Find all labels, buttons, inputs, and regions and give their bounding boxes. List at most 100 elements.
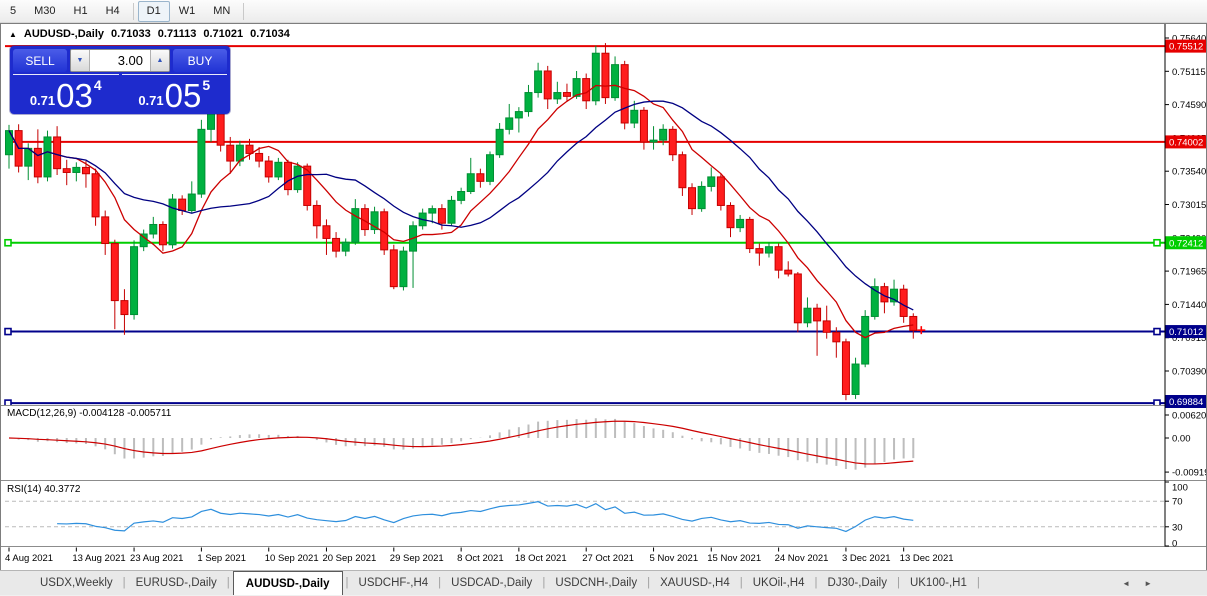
chart-tab-usdx-weekly[interactable]: USDX,Weekly [40, 577, 113, 589]
timeframe-button-H4[interactable]: H4 [105, 5, 120, 17]
chart-tab-uk100-h1[interactable]: UK100-,H1 [909, 577, 967, 589]
buy-price-big: 05 [164, 76, 202, 114]
timeframe-button-MN[interactable]: MN [213, 5, 231, 17]
hline-handle[interactable] [1153, 327, 1161, 336]
axis-tick-label: 0.74590 [1172, 100, 1206, 111]
candle-body [668, 128, 677, 156]
candle-body [283, 161, 292, 191]
chart-tab-eurusd-daily[interactable]: EURUSD-,Daily [135, 577, 217, 589]
price-badge-label: 0.69884 [1169, 397, 1203, 408]
indicator-panels-layer [5, 418, 1165, 533]
candle-body [611, 64, 620, 99]
collapse-arrow-icon[interactable]: ▲ [9, 29, 17, 39]
candle-body [226, 144, 235, 162]
date-tick-label: 13 Aug 2021 [72, 553, 125, 564]
candle-body [495, 128, 504, 156]
candle-body [312, 204, 321, 227]
candle-body [870, 286, 879, 317]
axis-tick-label: 0.71440 [1172, 300, 1206, 311]
candle-body [332, 237, 341, 252]
candle-body [197, 128, 206, 195]
sell-button[interactable]: SELL [13, 49, 67, 72]
timeframe-toolbar: 5 M30 H1 H4 D1 W1 MN [0, 0, 1207, 23]
candle-body [322, 225, 331, 239]
date-tick-label: 1 Sep 2021 [197, 553, 246, 564]
rsi-label: RSI(14) 40.3772 [7, 484, 80, 495]
timeframe-button-D1[interactable]: D1 [137, 0, 170, 22]
candle-body [764, 246, 773, 254]
candle-body [745, 218, 754, 250]
timeframe-button-M30[interactable]: M30 [34, 5, 56, 17]
candle-body [264, 160, 273, 178]
price-badge-0.75512 [1165, 39, 1206, 53]
buy-price-display[interactable]: 0.71 05 5 [121, 74, 227, 114]
candle-body [553, 92, 562, 100]
timeframe-button-H1[interactable]: H1 [73, 5, 88, 17]
chart-tab-usdcnh-daily[interactable]: USDCNH-,Daily [555, 577, 638, 589]
date-tick-label: 18 Oct 2021 [515, 553, 567, 564]
price-open: 0.71033 [111, 28, 151, 40]
candle-body [851, 363, 860, 395]
chart-tab-dj30-daily[interactable]: DJ30-,Daily [827, 577, 887, 589]
candle-body [351, 208, 360, 243]
axis-tick-label: 30 [1172, 522, 1183, 533]
price-high: 0.71113 [157, 28, 197, 40]
chart-tab-ukoil-h4[interactable]: UKOil-,H4 [752, 577, 805, 589]
price-badge-label: 0.71012 [1169, 327, 1203, 338]
axis-tick-label: 0 [1172, 539, 1177, 550]
tab-separator: | [814, 577, 818, 589]
tab-scroll-right-icon[interactable]: ► [1144, 578, 1152, 588]
volume-stepper: ▼ 3.00 ▲ [70, 49, 170, 72]
candle-body [110, 243, 119, 302]
price-close: 0.71034 [250, 28, 290, 40]
tab-scroll-left-icon[interactable]: ◄ [1122, 578, 1131, 588]
volume-decrease-icon[interactable]: ▼ [71, 50, 90, 71]
hline-handle[interactable] [4, 238, 12, 247]
symbol-info-line: ▲ AUDUSD-,Daily 0.71033 0.71113 0.71021 … [9, 28, 290, 40]
axis-tick-label: 0.70390 [1172, 367, 1206, 378]
tab-separator: | [896, 577, 900, 589]
candle-body [168, 198, 177, 246]
chart-canvas[interactable]: 0.756400.751150.745900.740650.735400.730… [1, 24, 1206, 570]
candle-body [43, 136, 52, 178]
buy-price-pip: 5 [202, 77, 211, 93]
price-low: 0.71021 [203, 28, 244, 40]
one-click-trading-panel: SELL ▼ 3.00 ▲ BUY 0.71 03 4 0.71 05 5 [10, 46, 230, 114]
volume-input[interactable]: 3.00 [90, 50, 150, 71]
candle-body [572, 78, 581, 97]
candle-body [187, 193, 196, 212]
chart-tab-audusd-daily[interactable]: AUDUSD-,Daily [232, 571, 343, 595]
candle-body [639, 109, 648, 143]
hline-handle[interactable] [1153, 238, 1161, 247]
date-tick-label: 15 Nov 2021 [707, 553, 761, 564]
price-badge-0.74002 [1165, 135, 1206, 149]
price-badge-label: 0.74002 [1169, 137, 1203, 148]
sell-price-display[interactable]: 0.71 03 4 [13, 74, 119, 112]
volume-increase-icon[interactable]: ▲ [150, 50, 169, 71]
axis-tick-label: 0.00 [1172, 434, 1191, 445]
tab-separator: | [542, 577, 546, 589]
candle-body [101, 216, 110, 245]
candle-body [591, 52, 600, 102]
axis-tick-label: 0.73015 [1172, 200, 1206, 211]
timeframe-button-W1[interactable]: W1 [178, 5, 196, 17]
candle-body [755, 248, 764, 254]
tab-separator: | [739, 577, 743, 589]
buy-button[interactable]: BUY [173, 49, 227, 72]
price-badge-0.71012 [1165, 325, 1206, 339]
chart-tab-usdcad-daily[interactable]: USDCAD-,Daily [451, 577, 533, 589]
chart-tab-usdchf-h4[interactable]: USDCHF-,H4 [358, 577, 429, 589]
candle-body [726, 204, 735, 229]
candle-body [630, 109, 639, 124]
tab-separator: | [122, 577, 126, 589]
hline-handle[interactable] [4, 327, 12, 336]
symbol-name: AUDUSD-,Daily [23, 28, 104, 40]
chart-tab-xauusd-h4[interactable]: XAUUSD-,H4 [660, 577, 730, 589]
candle-body [688, 187, 697, 210]
date-tick-label: 20 Sep 2021 [322, 553, 376, 564]
candle-body [832, 331, 841, 343]
candle-body [678, 154, 687, 189]
candle-body [81, 166, 90, 175]
timeframe-button-5[interactable]: 5 [10, 5, 17, 17]
